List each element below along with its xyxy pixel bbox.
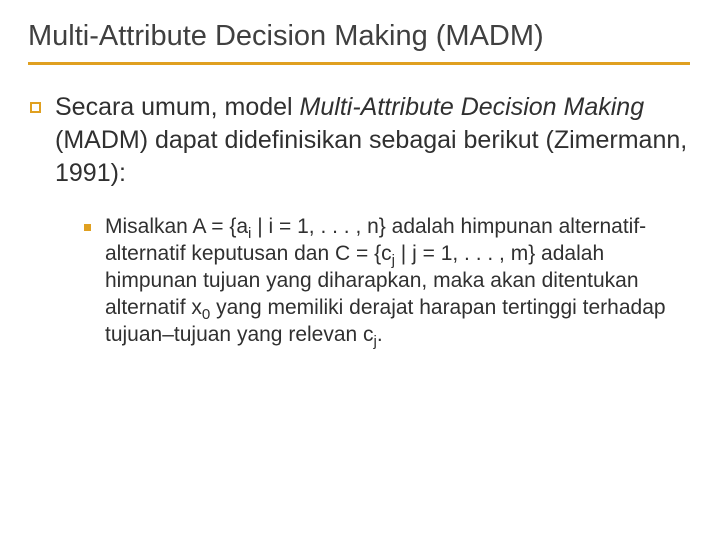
- slide-title: Multi-Attribute Decision Making (MADM): [28, 18, 692, 54]
- level1-text: Secara umum, model Multi-Attribute Decis…: [55, 91, 692, 190]
- seg1: Misalkan A = {a: [105, 215, 248, 238]
- bullet-level1: Secara umum, model Multi-Attribute Decis…: [30, 91, 692, 190]
- title-underline: [28, 62, 690, 65]
- text-post: (MADM) dapat didefinisikan sebagai berik…: [55, 126, 687, 187]
- seg5: .: [377, 323, 383, 346]
- square-bullet-icon: [30, 102, 41, 113]
- text-italic: Multi-Attribute Decision Making: [300, 93, 645, 121]
- slide: Multi-Attribute Decision Making (MADM) S…: [0, 0, 720, 540]
- level2-text: Misalkan A = {ai | i = 1, . . . , n} ada…: [105, 214, 692, 348]
- bullet-level2: Misalkan A = {ai | i = 1, . . . , n} ada…: [84, 214, 692, 348]
- small-square-bullet-icon: [84, 224, 91, 231]
- text-pre: Secara umum, model: [55, 93, 300, 121]
